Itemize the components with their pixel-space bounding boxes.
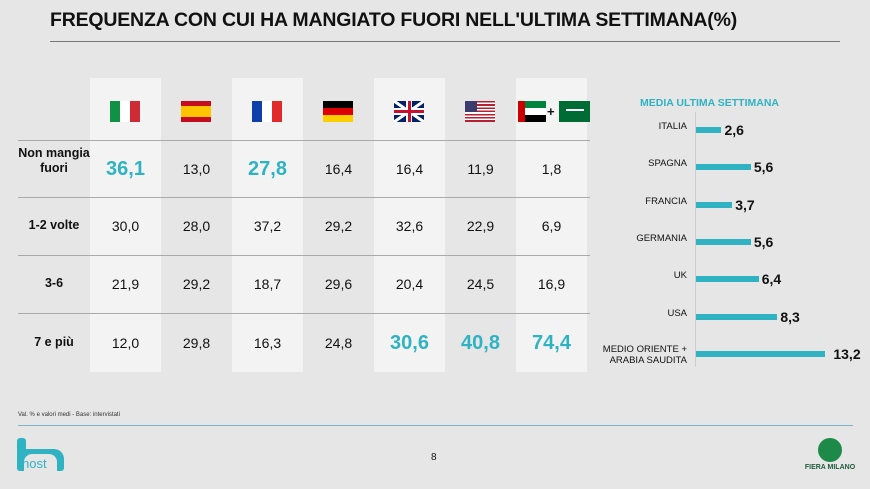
flag-icon-saudi-arabia: [559, 101, 590, 122]
chart-category-label: UK: [673, 270, 687, 281]
chart-value-label: 6,4: [761, 271, 782, 287]
table-cell: 22,9: [466, 218, 495, 234]
table-cell: 16,4: [395, 160, 424, 177]
table-cell: 21,9: [111, 276, 140, 292]
table-cell: 32,6: [395, 218, 424, 234]
table-cell: 29,2: [182, 276, 211, 292]
row-label: 7 e più: [34, 334, 74, 349]
fiera-milano-text: FIERA MILANO: [804, 464, 856, 471]
table-cell: 16,3: [253, 334, 282, 351]
table-cell: 29,6: [324, 276, 353, 292]
table-cell: 12,0: [111, 334, 140, 351]
column-shade: [516, 78, 587, 372]
table-cell: 36,1: [106, 157, 145, 180]
flag-icon-uae: [518, 101, 546, 122]
flag-icon-uk: [394, 101, 424, 122]
chart-bar: [696, 276, 759, 282]
chart-category-label: MEDIO ORIENTE + ARABIA SAUDITA: [602, 344, 687, 366]
table-cell: 24,5: [466, 276, 495, 292]
table-cell: 16,9: [537, 276, 566, 292]
table-cell: 16,4: [324, 160, 353, 177]
chart-value-label: 5,6: [753, 159, 774, 175]
table-cell: 74,4: [532, 331, 571, 354]
flag-icon-usa: [465, 101, 495, 122]
table-cell: 27,8: [248, 157, 287, 180]
flag-icon-germania: [323, 101, 353, 122]
column-shade: [90, 78, 161, 372]
page-number: 8: [431, 452, 437, 463]
row-divider: [18, 197, 590, 198]
chart-value-label: 3,7: [735, 197, 755, 213]
table-cell: 24,8: [324, 334, 353, 351]
table-cell: 20,4: [395, 276, 424, 292]
chart-value-label: 13,2: [833, 346, 861, 362]
fiera-milano-logo: FIERA MILANO: [795, 438, 865, 471]
slide-title: FREQUENZA CON CUI HA MANGIATO FUORI NELL…: [50, 9, 738, 31]
table-cell: 29,8: [182, 334, 211, 351]
row-label: 3-6: [44, 276, 64, 290]
chart-title: MEDIA ULTIMA SETTIMANA: [640, 97, 780, 109]
chart-category-label: FRANCIA: [645, 196, 687, 207]
row-divider: [18, 255, 590, 256]
table-cell: 40,8: [461, 331, 500, 354]
chart-axis: [695, 112, 696, 367]
row-label: 1-2 volte: [28, 218, 80, 232]
chart-bar: [696, 202, 733, 208]
chart-bar: [696, 164, 751, 170]
flag-icon-francia: [252, 101, 282, 122]
table-cell: 18,7: [253, 276, 282, 292]
chart-category-label: USA: [667, 308, 687, 319]
chart-value-label: 2,6: [724, 122, 744, 138]
chart-value-label: 8,3: [780, 309, 800, 325]
row-divider: [18, 313, 590, 314]
chart-bar: [696, 239, 751, 245]
flag-icon-spagna: [181, 101, 211, 122]
table-cell: 1,8: [541, 160, 562, 177]
footnote: Val. % e valori medi - Base: intervistat…: [18, 412, 120, 418]
chart-bar: [696, 351, 826, 357]
chart-value-label: 5,6: [753, 234, 774, 250]
chart-bar: [696, 314, 778, 320]
table-cell: 13,0: [182, 160, 211, 177]
column-shade: [232, 78, 303, 372]
chart-bar: [696, 127, 722, 133]
host-logo: host: [17, 438, 64, 471]
table-cell: 11,9: [467, 160, 494, 177]
host-logo-text: host: [22, 456, 47, 471]
table-cell: 37,2: [253, 218, 282, 234]
chart-category-label: GERMANIA: [636, 233, 687, 244]
plus-sign: +: [547, 104, 555, 119]
row-divider: [18, 140, 590, 141]
table-cell: 29,2: [324, 218, 353, 234]
flag-icon-italia: [110, 101, 140, 122]
chart-category-label: ITALIA: [658, 121, 687, 132]
table-cell: 30,0: [111, 218, 140, 234]
row-label: Non mangia fuori: [18, 145, 90, 175]
column-shade: [374, 78, 445, 372]
title-divider: [50, 41, 840, 42]
table-cell: 28,0: [182, 218, 211, 234]
chart-category-label: SPAGNA: [648, 158, 687, 169]
table-cell: 30,6: [390, 331, 429, 354]
table-cell: 6,9: [541, 218, 562, 234]
footer-divider: [18, 425, 853, 426]
